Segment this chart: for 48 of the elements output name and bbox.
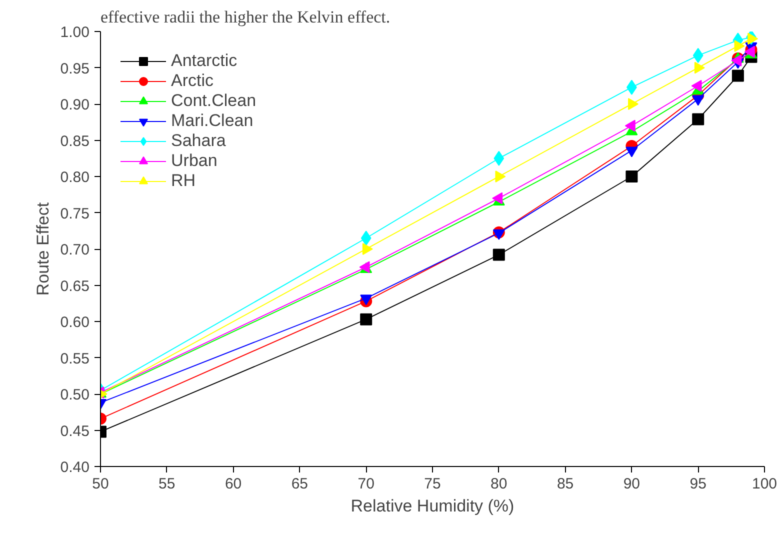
x-tick-label: 80 [490, 476, 508, 492]
point [492, 229, 505, 240]
point [492, 248, 505, 261]
legend-label: Mari.Clean [171, 111, 254, 131]
point [744, 46, 755, 58]
x-tick-label: 100 [752, 476, 778, 492]
y-tick-label: 1.00 [60, 24, 90, 41]
y-tick-label: 0.95 [60, 60, 90, 78]
y-tick-label: 0.80 [60, 169, 90, 186]
x-tick-label: 60 [224, 476, 242, 492]
point [362, 243, 373, 255]
y-axis-title: Route Effect [33, 202, 52, 296]
point [360, 313, 372, 326]
point [360, 230, 372, 246]
point [692, 113, 704, 126]
y-tick-label: 0.45 [60, 422, 90, 440]
x-tick-label: 50 [92, 476, 109, 492]
text: effective radii the higher the Kelvin effect. [100, 8, 390, 26]
point [731, 54, 742, 66]
y-tick-label: 0.60 [60, 314, 90, 331]
legend-label: Urban [171, 151, 218, 171]
x-tick-label: 85 [556, 476, 574, 492]
legend-label: RH [171, 171, 196, 191]
y-tick-label: 0.85 [60, 132, 90, 150]
x-axis-title: Relative Humidity (%) [350, 496, 514, 516]
x-tick-label: 55 [158, 476, 176, 492]
point [732, 70, 744, 82]
x-tick-label: 95 [690, 476, 706, 492]
point [626, 170, 638, 182]
y-tick-label: 0.70 [60, 242, 90, 258]
legend-label: Arctic [171, 71, 214, 91]
legend-label: Sahara [171, 131, 226, 151]
y-tick-label: 0.40 [60, 459, 90, 476]
y-tick-label: 0.90 [60, 96, 90, 114]
y-tick-label: 0.55 [60, 350, 90, 368]
point [691, 80, 702, 92]
x-tick-label: 90 [623, 476, 640, 492]
x-tick-label: 65 [291, 476, 308, 492]
legend-label: Cont.Clean [171, 91, 256, 111]
x-tick-label: 70 [358, 476, 374, 492]
point [692, 48, 704, 63]
x-tick-label: 75 [424, 476, 441, 492]
point [494, 150, 504, 166]
y-tick-label: 0.65 [60, 278, 90, 295]
legend-label: Antarctic [171, 51, 238, 71]
point [495, 170, 506, 182]
y-tick-label: 0.50 [60, 386, 90, 404]
y-tick-label: 0.75 [60, 205, 90, 222]
